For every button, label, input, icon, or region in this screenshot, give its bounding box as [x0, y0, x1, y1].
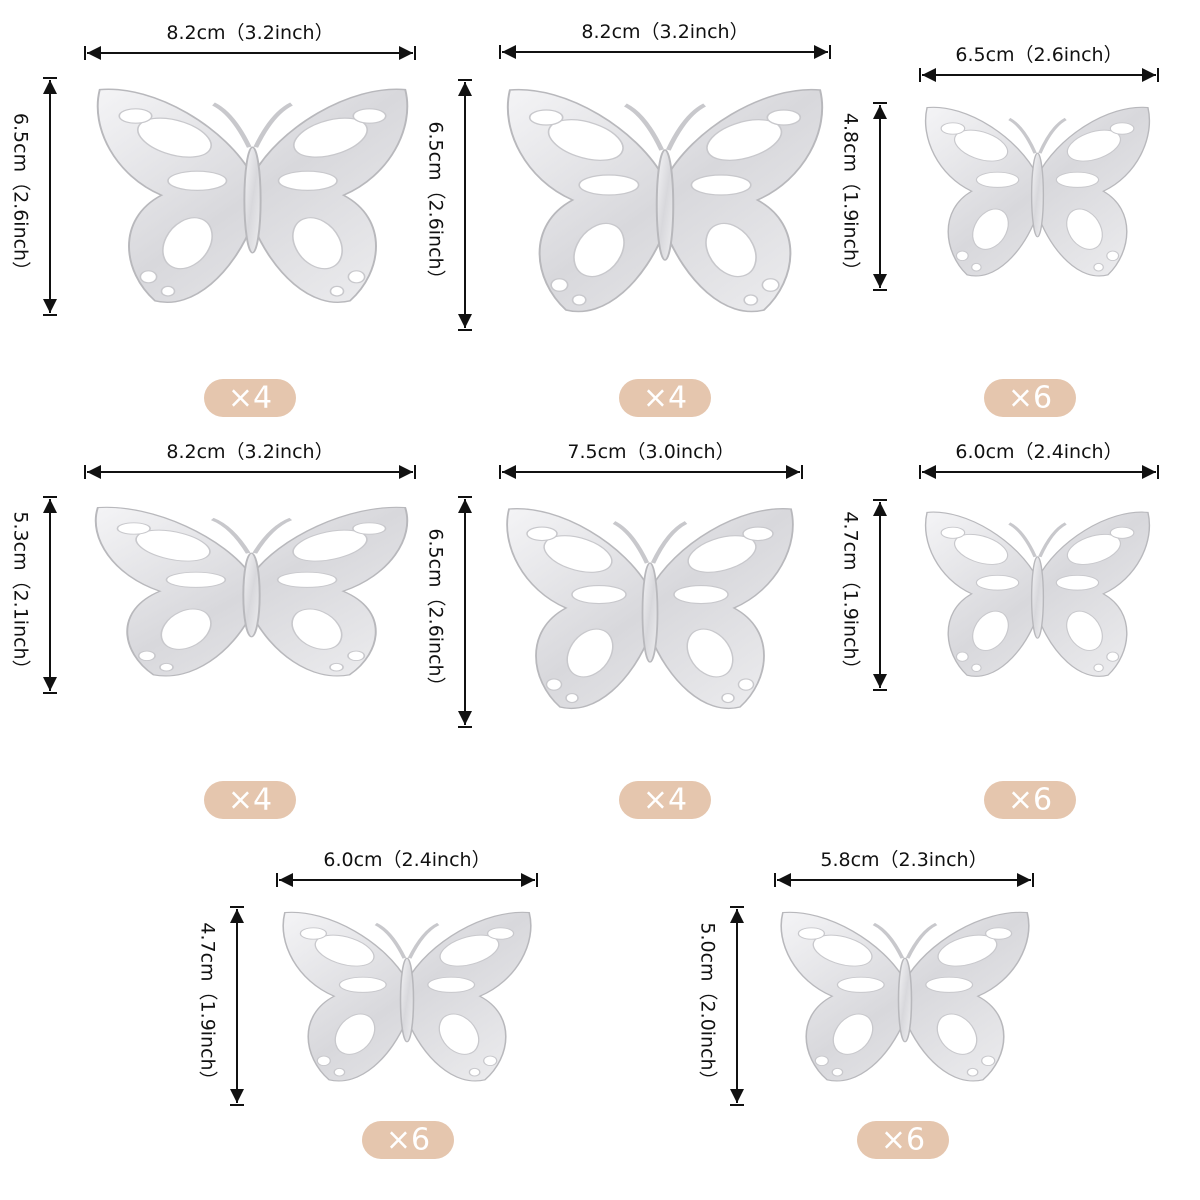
height-label: 6.5cm（2.6inch）: [425, 121, 447, 288]
butterfly-item: 8.2cm（3.2inch） 6.5cm（2.6inch） ×4: [10, 22, 416, 417]
butterfly-item: 8.2cm（3.2inch） 6.5cm（2.6inch） ×4: [425, 21, 831, 417]
count-badge: [362, 1121, 454, 1159]
count-label: ×6: [386, 1123, 430, 1158]
width-label: 8.2cm（3.2inch）: [581, 21, 748, 43]
height-label: 5.0cm（2.0inch）: [697, 922, 719, 1089]
butterfly-item: 6.0cm（2.4inch） 4.7cm（1.9inch） ×6: [840, 441, 1159, 819]
width-label: 7.5cm（3.0inch）: [567, 441, 734, 463]
count-badge: [984, 781, 1076, 819]
butterfly-item: 7.5cm（3.0inch） 6.5cm（2.6inch） ×4: [425, 441, 803, 819]
butterfly: [508, 90, 822, 312]
width-label: 8.2cm（3.2inch）: [166, 441, 333, 463]
width-label: 6.5cm（2.6inch）: [955, 44, 1122, 66]
count-badge: [204, 781, 296, 819]
width-label: 6.0cm（2.4inch）: [955, 441, 1122, 463]
count-label: ×4: [643, 381, 687, 416]
butterfly: [923, 510, 1152, 679]
butterfly: [507, 509, 793, 709]
height-label: 6.5cm（2.6inch）: [425, 528, 447, 695]
butterfly-item: 8.2cm（3.2inch） 5.3cm（2.1inch） ×4: [10, 441, 416, 819]
butterfly: [96, 507, 407, 676]
height-label: 4.7cm（1.9inch）: [197, 922, 219, 1089]
butterfly: [923, 105, 1152, 278]
height-label: 4.7cm（1.9inch）: [840, 511, 862, 678]
butterfly: [98, 89, 408, 302]
width-label: 6.0cm（2.4inch）: [323, 849, 490, 871]
butterfly: [779, 910, 1031, 1083]
count-label: ×6: [1008, 783, 1052, 818]
height-label: 4.8cm（1.9inch）: [840, 113, 862, 280]
count-label: ×4: [228, 381, 272, 416]
count-badge: [984, 379, 1076, 417]
count-badge: [857, 1121, 949, 1159]
count-label: ×4: [643, 783, 687, 818]
count-badge: [619, 379, 711, 417]
count-label: ×4: [228, 783, 272, 818]
butterfly-item: 6.5cm（2.6inch） 4.8cm（1.9inch） ×6: [840, 44, 1159, 417]
count-badge: [619, 781, 711, 819]
width-label: 8.2cm（3.2inch）: [166, 22, 333, 44]
height-label: 5.3cm（2.1inch）: [10, 511, 32, 678]
width-label: 5.8cm（2.3inch）: [820, 849, 987, 871]
count-label: ×6: [1008, 381, 1052, 416]
height-label: 6.5cm（2.6inch）: [10, 113, 32, 280]
butterfly-item: 5.8cm（2.3inch） 5.0cm（2.0inch） ×6: [697, 849, 1034, 1159]
count-label: ×6: [881, 1123, 925, 1158]
butterfly-item: 6.0cm（2.4inch） 4.7cm（1.9inch） ×6: [197, 849, 538, 1159]
butterfly: [281, 910, 533, 1083]
count-badge: [204, 379, 296, 417]
